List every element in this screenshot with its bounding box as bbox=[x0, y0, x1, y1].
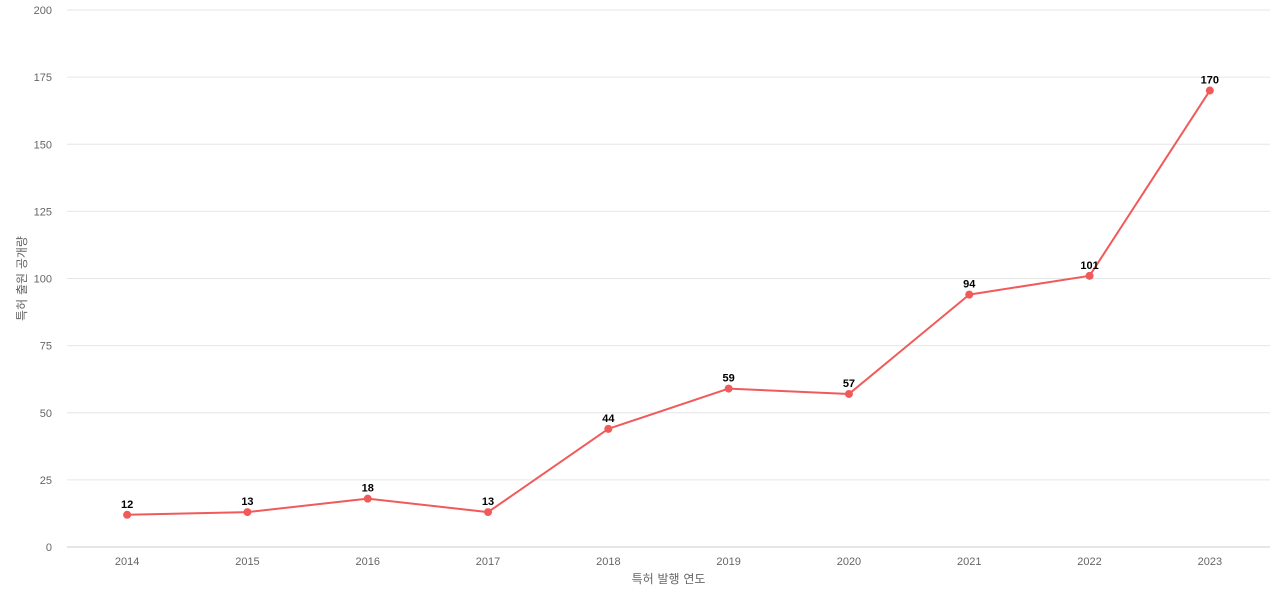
data-label: 44 bbox=[602, 413, 615, 425]
y-axis-ticks: 0 25 50 75 100 125 150 175 200 bbox=[34, 5, 52, 554]
data-label: 57 bbox=[843, 378, 855, 390]
data-label: 101 bbox=[1080, 260, 1098, 272]
y-tick-label: 200 bbox=[34, 5, 52, 17]
data-point bbox=[123, 510, 132, 519]
y-tick-label: 0 bbox=[46, 542, 52, 554]
data-point bbox=[363, 494, 372, 503]
y-tick-label: 175 bbox=[34, 72, 52, 84]
x-tick-label: 2022 bbox=[1077, 556, 1101, 568]
x-tick-label: 2021 bbox=[957, 556, 981, 568]
data-label: 18 bbox=[362, 483, 374, 495]
series-line bbox=[126, 89, 1211, 516]
data-label: 94 bbox=[963, 279, 976, 291]
x-tick-label: 2014 bbox=[115, 556, 139, 568]
data-point bbox=[1205, 86, 1214, 95]
x-tick-label: 2018 bbox=[596, 556, 620, 568]
y-tick-label: 150 bbox=[34, 139, 52, 151]
data-label: 12 bbox=[121, 499, 133, 511]
y-tick-label: 75 bbox=[40, 341, 52, 353]
data-label: 170 bbox=[1201, 75, 1219, 87]
data-point bbox=[484, 508, 493, 517]
grid-lines bbox=[67, 9, 1270, 481]
y-tick-label: 50 bbox=[40, 408, 52, 420]
x-axis-ticks: 2014 2015 2016 2017 2018 2019 2020 2021 2022 2023 bbox=[115, 556, 1222, 568]
x-tick-label: 2015 bbox=[235, 556, 259, 568]
data-label: 13 bbox=[482, 496, 494, 508]
x-tick-label: 2016 bbox=[356, 556, 380, 568]
y-tick-label: 100 bbox=[34, 274, 52, 286]
x-tick-label: 2019 bbox=[716, 556, 740, 568]
y-tick-label: 125 bbox=[34, 206, 52, 218]
data-point bbox=[1085, 271, 1094, 280]
data-points bbox=[123, 86, 1214, 519]
y-tick-label: 25 bbox=[40, 475, 52, 487]
data-point bbox=[724, 384, 733, 393]
data-point bbox=[243, 508, 252, 517]
data-label: 59 bbox=[723, 373, 735, 385]
data-labels: 12 13 18 13 44 59 57 94 101 170 bbox=[121, 75, 1219, 511]
x-tick-label: 2020 bbox=[837, 556, 861, 568]
data-point bbox=[965, 290, 974, 299]
data-label: 13 bbox=[241, 496, 253, 508]
x-tick-label: 2017 bbox=[476, 556, 500, 568]
y-axis-title: 특허 출원 공개량 bbox=[15, 236, 29, 321]
x-axis-title: 특허 발행 연도 bbox=[632, 571, 706, 586]
x-tick-label: 2023 bbox=[1198, 556, 1222, 568]
data-point bbox=[604, 424, 613, 433]
data-point bbox=[844, 389, 853, 398]
